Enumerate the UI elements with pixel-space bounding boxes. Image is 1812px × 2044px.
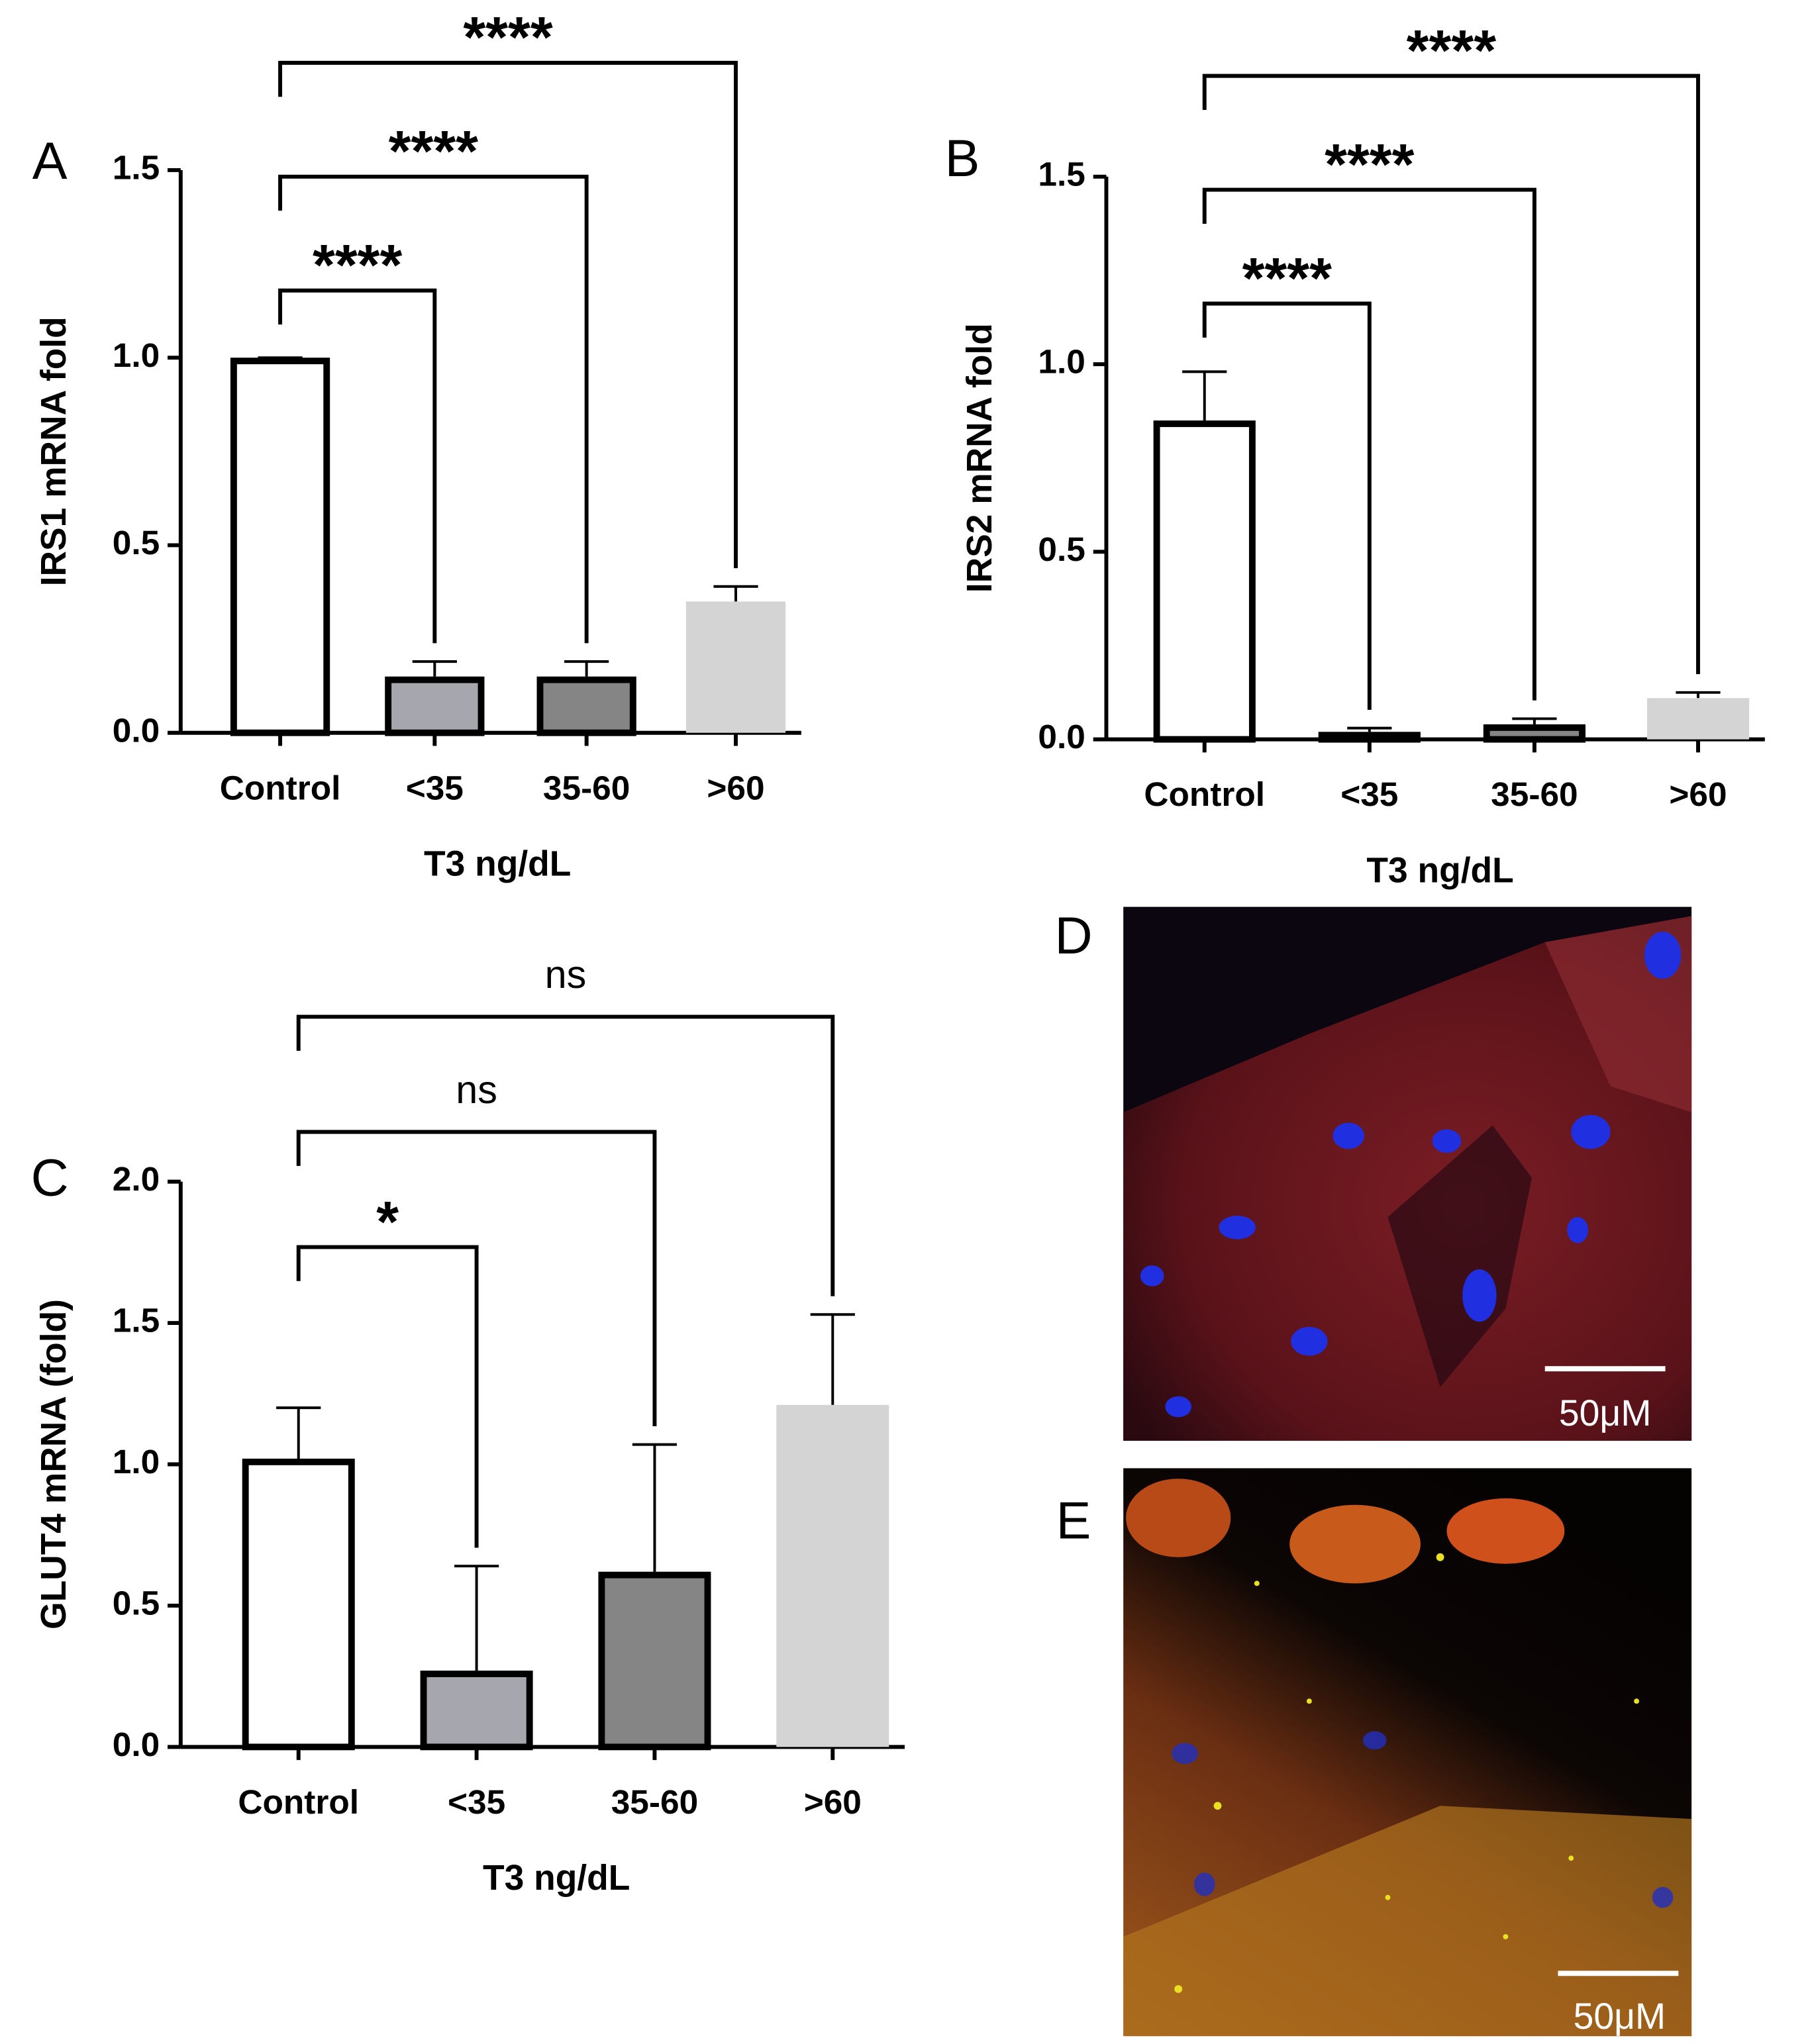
bar	[1153, 420, 1256, 743]
bar	[598, 1571, 711, 1751]
panel-label: E	[1056, 1490, 1091, 1549]
y-axis-title: IRS1 mRNA fold	[34, 316, 74, 586]
scale-bar-label: 50μM	[1574, 1996, 1666, 2037]
micrograph-d	[1123, 906, 1692, 1441]
panel-label: B	[945, 128, 980, 187]
x-tick-label: Control	[1144, 775, 1265, 813]
significance-label: ****	[463, 5, 553, 70]
bar	[685, 601, 786, 733]
x-tick-label: <35	[1340, 775, 1398, 813]
bar	[1483, 724, 1585, 743]
x-tick-label: 35-60	[611, 1782, 698, 1821]
significance-label: ****	[1325, 132, 1415, 197]
x-tick-label: <35	[448, 1782, 505, 1821]
bar	[536, 676, 636, 736]
y-tick-label: 0.0	[1038, 717, 1085, 755]
x-tick-label: <35	[406, 768, 464, 806]
y-tick-label: 1.0	[1038, 342, 1085, 381]
x-axis-title: T3 ng/dL	[424, 844, 571, 883]
significance-label: ****	[313, 233, 403, 297]
y-tick-label: 0.0	[113, 710, 160, 749]
significance-bracket	[1202, 187, 1536, 701]
x-tick-label: >60	[804, 1782, 862, 1821]
x-axis-title: T3 ng/dL	[483, 1859, 630, 1898]
y-tick-label: 0.5	[113, 1584, 160, 1622]
significance-bracket	[1202, 301, 1372, 710]
significance-bracket	[296, 1130, 657, 1426]
bar	[1646, 698, 1750, 740]
x-tick-label: >60	[1669, 775, 1727, 813]
x-tick-label: >60	[707, 768, 764, 806]
y-tick-label: 1.5	[113, 148, 160, 187]
significance-label: ****	[1242, 246, 1333, 311]
x-tick-label: Control	[220, 768, 341, 806]
bar	[776, 1404, 889, 1747]
y-tick-label: 1.0	[113, 336, 160, 374]
y-tick-label: 0.5	[113, 523, 160, 561]
significance-bracket	[296, 1245, 479, 1548]
x-tick-label: 35-60	[543, 768, 630, 806]
significance-label: ns	[545, 952, 587, 997]
y-axis-title: GLUT4 mRNA (fold)	[34, 1299, 74, 1630]
panel-label: C	[31, 1148, 69, 1207]
bar	[242, 1458, 355, 1751]
significance-bracket	[296, 1014, 835, 1296]
y-tick-label: 1.5	[113, 1301, 160, 1339]
micrograph-e	[1123, 1468, 1692, 2037]
bar	[1318, 732, 1421, 743]
panel-label: D	[1054, 906, 1092, 965]
x-tick-label: 35-60	[1491, 775, 1578, 813]
significance-bracket	[278, 288, 437, 644]
scale-bar-label: 50μM	[1559, 1392, 1652, 1434]
significance-bracket	[278, 174, 589, 644]
y-tick-label: 1.5	[1038, 154, 1085, 193]
significance-label: *	[376, 1190, 399, 1254]
bar	[420, 1671, 533, 1751]
significance-label: ****	[1407, 19, 1497, 83]
y-tick-label: 1.0	[113, 1442, 160, 1481]
x-tick-label: Control	[238, 1782, 359, 1821]
significance-bracket	[278, 60, 738, 569]
x-axis-title: T3 ng/dL	[1366, 851, 1513, 890]
y-tick-label: 0.0	[113, 1725, 160, 1763]
bar	[385, 676, 485, 736]
y-tick-label: 2.0	[113, 1159, 160, 1198]
bar	[230, 358, 330, 736]
y-tick-label: 0.5	[1038, 530, 1085, 568]
panel-label: A	[32, 131, 68, 190]
significance-bracket	[1202, 73, 1700, 675]
significance-label: ns	[456, 1067, 497, 1112]
y-axis-title: IRS2 mRNA fold	[960, 323, 999, 593]
significance-label: ****	[389, 119, 479, 183]
